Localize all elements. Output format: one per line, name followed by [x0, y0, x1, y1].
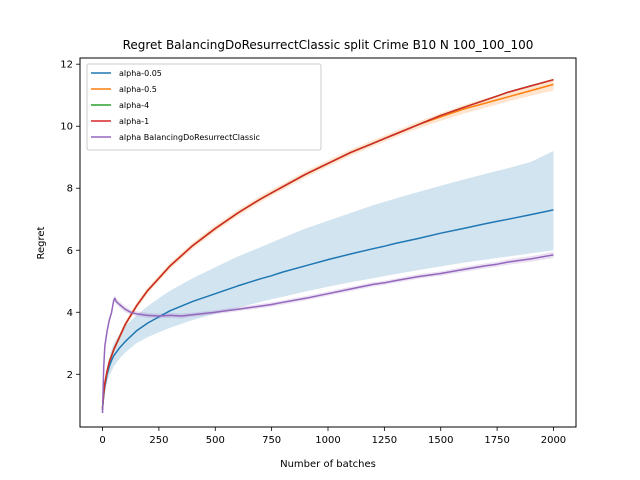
x-tick-label: 1750 [484, 435, 509, 446]
legend-frame [86, 63, 322, 151]
line-series-1 [101, 209, 554, 410]
x-tick-label: 750 [262, 435, 281, 446]
x-tick-label: 1000 [315, 435, 340, 446]
legend-label-4: alpha-1 [119, 117, 149, 126]
x-tick-label: 250 [149, 435, 168, 446]
y-tick-label: 4 [67, 308, 73, 319]
x-tick-label: 1500 [428, 435, 453, 446]
x-axis-label: Number of batches [280, 459, 376, 470]
y-tick-label: 8 [67, 184, 73, 195]
plot-area [101, 78, 554, 415]
x-tick-label: 500 [206, 435, 225, 446]
y-tick-label: 10 [60, 122, 73, 133]
legend: alpha-0.05 alpha-0.5 alpha-4 alpha-1 alpha B… [86, 63, 322, 151]
legend-label-2: alpha-0.5 [119, 85, 157, 94]
y-tick-label: 12 [60, 60, 73, 71]
x-tick-label: 2000 [541, 435, 566, 446]
legend-label-1: alpha-0.05 [119, 69, 162, 78]
axes: 0 250 500 750 1000 1250 1500 1750 2000 2 4 6 8 10 12 [60, 60, 566, 446]
x-tick-label: 0 [99, 435, 105, 446]
y-tick-label: 6 [67, 246, 73, 257]
chart-title: Regret BalancingDoResurrectClassic split… [123, 38, 534, 52]
y-axis-label: Regret [36, 226, 47, 259]
legend-label-3: alpha-4 [119, 101, 149, 110]
y-tick-label: 2 [67, 370, 73, 381]
line-series-4 [101, 78, 554, 409]
legend-label-5: alpha BalancingDoResurrectClassic [119, 133, 260, 142]
band-series-1 [102, 151, 554, 415]
line-series-5 [101, 254, 554, 414]
x-tick-label: 1250 [372, 435, 397, 446]
